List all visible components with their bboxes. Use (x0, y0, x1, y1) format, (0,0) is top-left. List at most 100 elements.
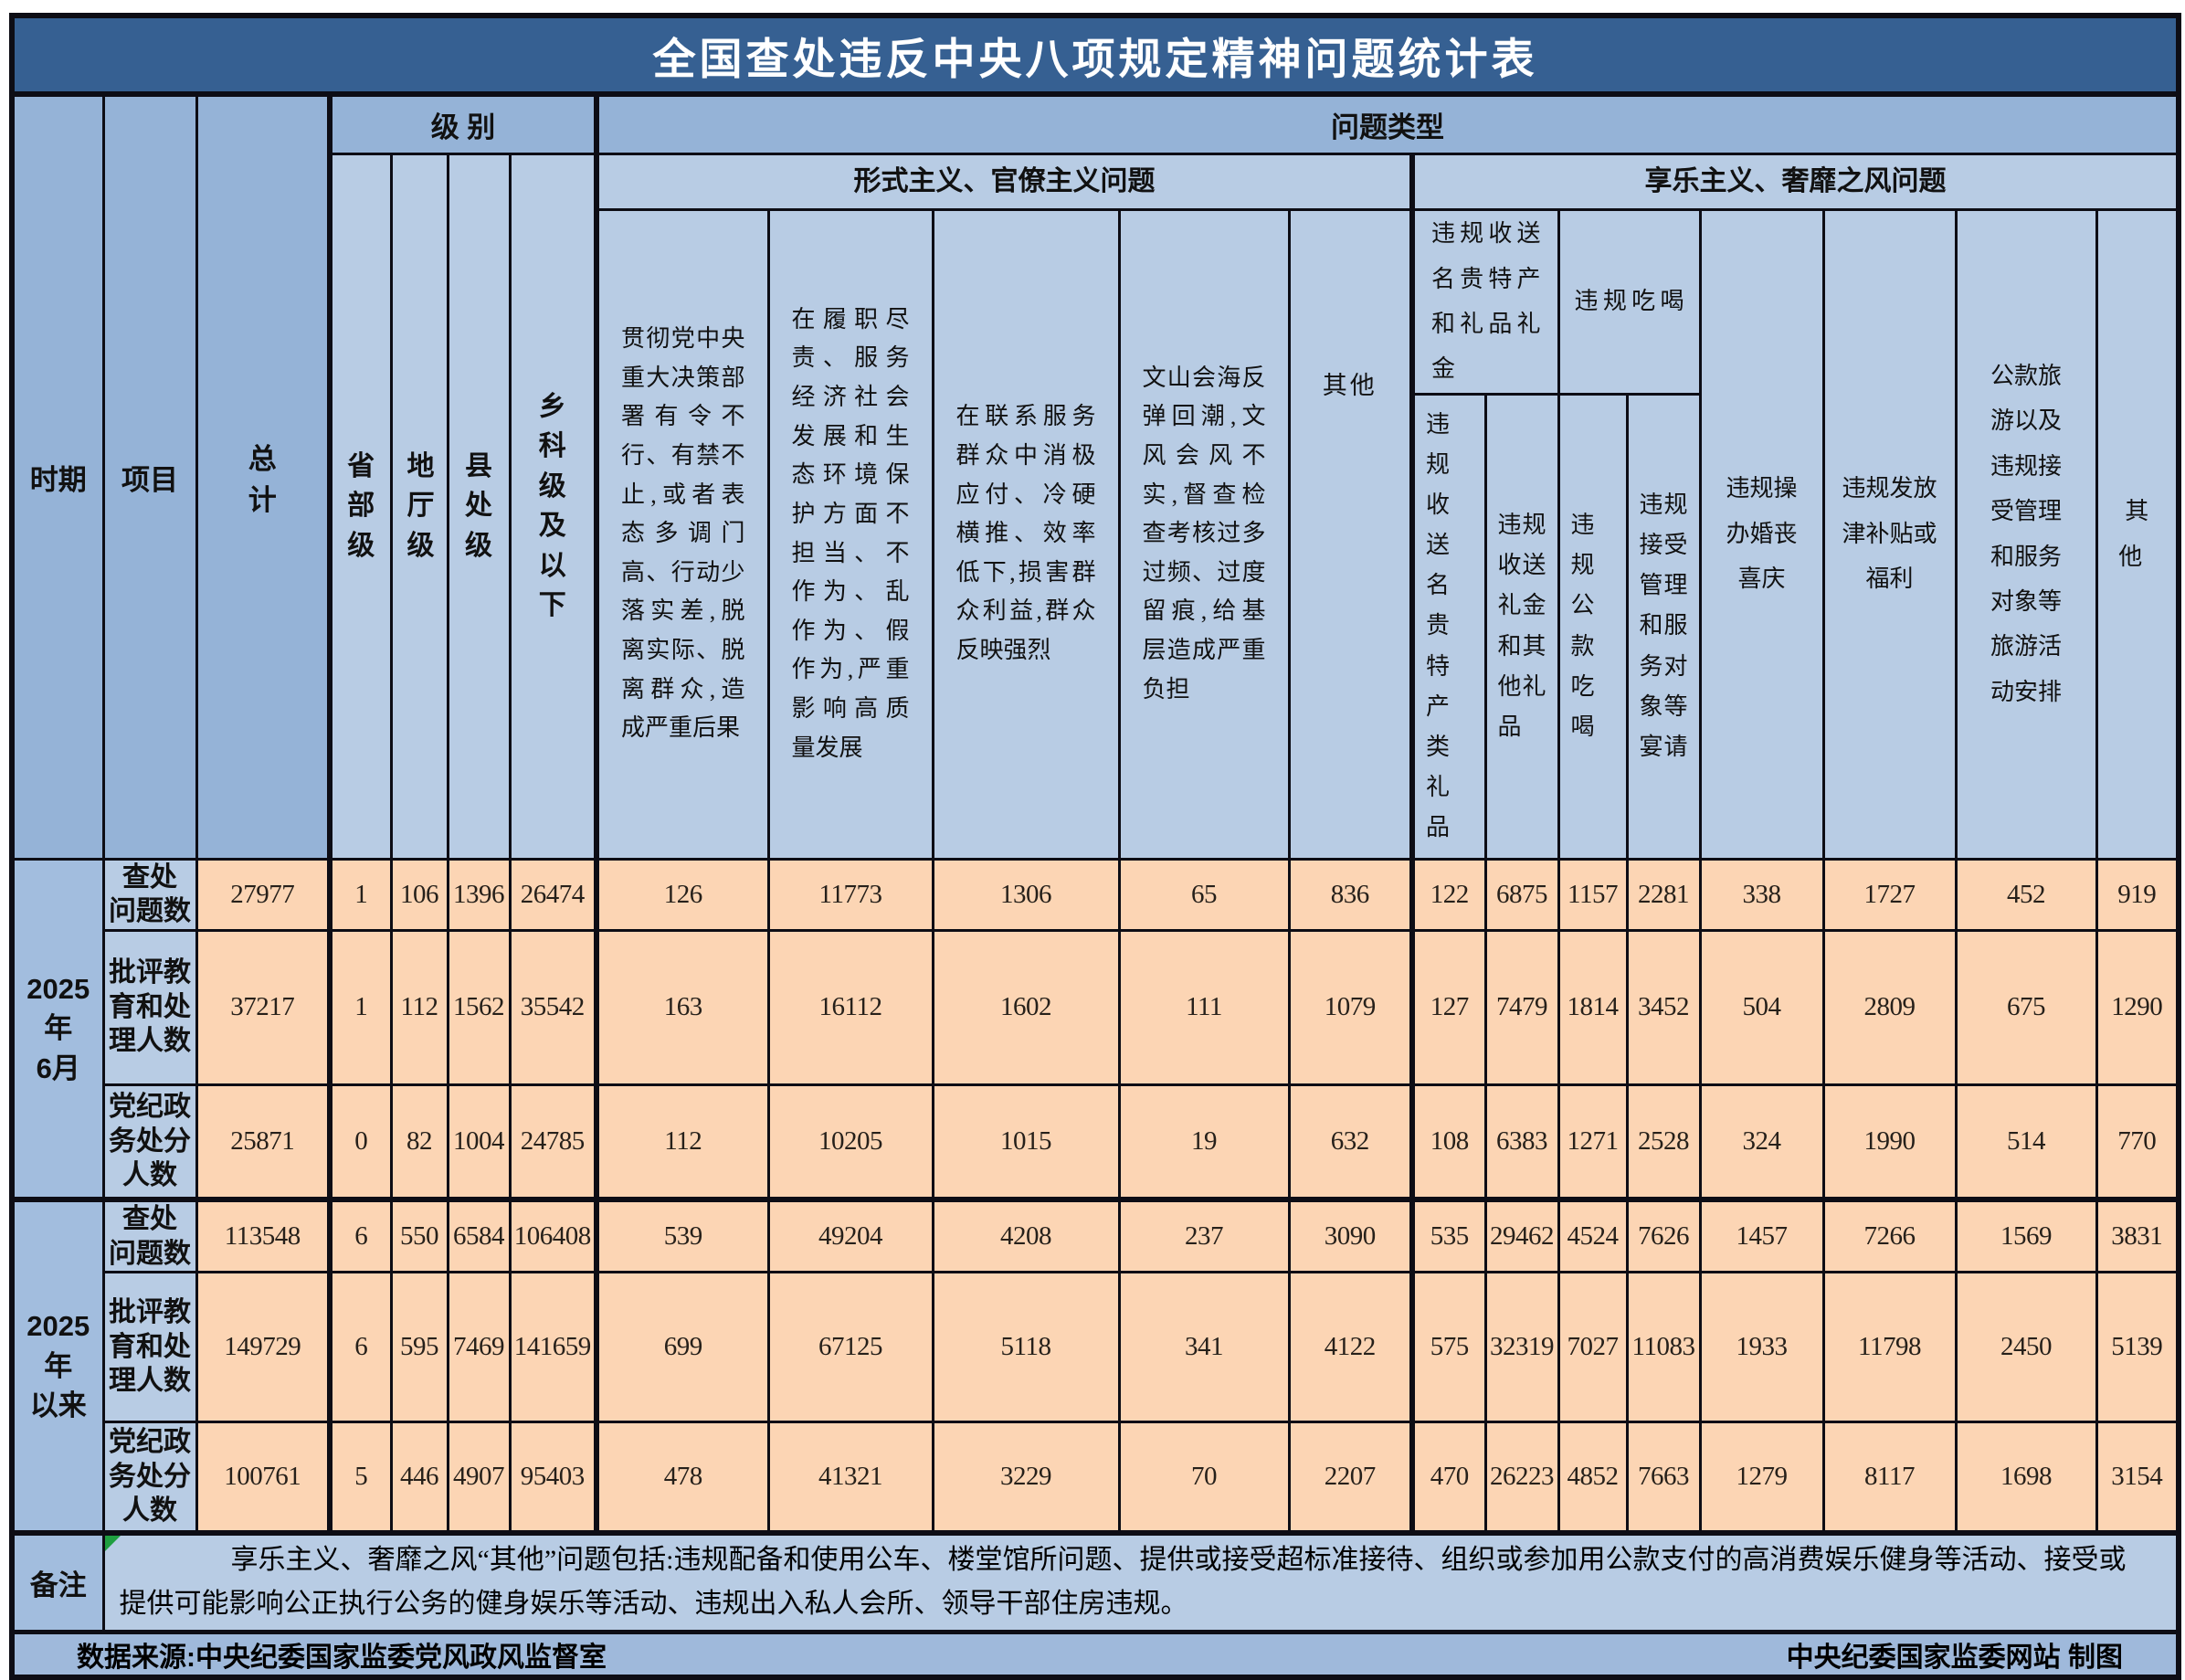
col-group-formalism: 形式主义、官僚主义问题 (594, 152, 1414, 211)
value-cell: 106 (389, 857, 449, 932)
col-group-problem-type: 问题类型 (594, 92, 2180, 155)
value-cell: 26474 (508, 857, 598, 932)
col-header-gifts-specialty: 违规收送名贵特产类礼品 (1409, 392, 1487, 861)
value-cell: 6584 (446, 1197, 512, 1274)
value-cell: 7479 (1483, 928, 1560, 1086)
value-cell: 770 (2095, 1083, 2180, 1201)
col-header-gifts-cash: 违规收送礼金和其他礼品 (1483, 392, 1560, 861)
value-cell: 122 (1409, 857, 1487, 932)
footer-row: 数据来源:中央纪委国家监委党风政风监督室 中央纪委国家监委网站 制图 (10, 1630, 2180, 1679)
value-cell: 919 (2095, 857, 2180, 932)
value-cell: 49204 (766, 1197, 934, 1274)
table-row: 党纪政 务处分 人数 100761 5 446 4907 95403 478 4… (12, 1421, 2180, 1535)
note-row: 备注 享乐主义、奢靡之风“其他”问题包括:违规配备和使用公车、楼堂馆所问题、提供… (10, 1529, 2180, 1634)
col-header-wedding-funeral: 违规操办婚丧喜庆 (1698, 207, 1825, 861)
value-cell: 4208 (931, 1197, 1121, 1274)
value-cell: 2450 (1954, 1271, 2098, 1424)
col-group-hedonism: 享乐主义、奢靡之风问题 (1409, 152, 2180, 211)
col-header-period: 时期 (10, 92, 105, 861)
value-cell: 4524 (1557, 1197, 1629, 1274)
value-cell: 595 (389, 1271, 449, 1424)
row-item-label: 查处 问题数 (101, 1197, 198, 1274)
value-cell: 0 (327, 1083, 393, 1201)
value-cell: 1306 (931, 857, 1121, 932)
note-cell: 享乐主义、奢靡之风“其他”问题包括:违规配备和使用公车、楼堂馆所问题、提供或接受… (101, 1529, 2180, 1634)
row-item-label: 批评教 育和处 理人数 (101, 928, 198, 1086)
value-cell: 7663 (1625, 1421, 1702, 1535)
value-cell: 6 (327, 1197, 393, 1274)
col-header-public-travel: 公款旅游以及违规接受管理和服务对象等旅游活动安排 (1954, 207, 2098, 861)
value-cell: 539 (594, 1197, 770, 1274)
value-cell: 41321 (766, 1421, 934, 1535)
value-cell: 111 (1117, 928, 1291, 1086)
table-row: 批评教 育和处 理人数 149729 6 595 7469 141659 699… (12, 1271, 2180, 1424)
col-header-dining-public-funds: 违规公款吃喝 (1557, 392, 1629, 861)
value-cell: 1569 (1954, 1197, 2098, 1274)
value-cell: 1290 (2095, 928, 2180, 1086)
value-cell: 699 (594, 1271, 770, 1424)
value-cell: 65 (1117, 857, 1291, 932)
value-cell: 67125 (766, 1271, 934, 1424)
value-cell: 6 (327, 1271, 393, 1424)
value-cell: 106408 (508, 1197, 598, 1274)
value-cell: 1396 (446, 857, 512, 932)
value-cell: 4907 (446, 1421, 512, 1535)
value-cell: 10205 (766, 1083, 934, 1201)
page-title: 全国查处违反中央八项规定精神问题统计表 (10, 14, 2180, 97)
value-cell: 1602 (931, 928, 1121, 1086)
value-cell: 1814 (1557, 928, 1629, 1086)
note-text: 享乐主义、奢靡之风“其他”问题包括:违规配备和使用公车、楼堂馆所问题、提供或接受… (119, 1545, 2127, 1620)
row-item-label: 党纪政 务处分 人数 (101, 1083, 198, 1201)
col-header-formalism-3: 在联系服务群众中消极应付、冷硬横推、效率低下,损害群众利益,群众反映强烈 (931, 207, 1121, 861)
value-cell: 452 (1954, 857, 2098, 932)
row-item-label: 党纪政 务处分 人数 (101, 1421, 198, 1535)
value-cell: 100761 (195, 1421, 332, 1535)
value-cell: 478 (594, 1421, 770, 1535)
chart-credit: 中央纪委国家监委网站 制图 (1786, 1643, 2123, 1674)
value-cell: 550 (389, 1197, 449, 1274)
value-cell: 470 (1409, 1421, 1487, 1535)
value-cell: 112 (389, 928, 449, 1086)
value-cell: 514 (1954, 1083, 2098, 1201)
value-cell: 3831 (2095, 1197, 2180, 1274)
value-cell: 3229 (931, 1421, 1121, 1535)
value-cell: 2809 (1821, 928, 1958, 1086)
col-header-county-level: 县处级 (446, 152, 512, 861)
value-cell: 7266 (1821, 1197, 1958, 1274)
value-cell: 1004 (446, 1083, 512, 1201)
value-cell: 1079 (1287, 928, 1414, 1086)
excel-flag-indicator (106, 1537, 121, 1551)
value-cell: 37217 (195, 928, 332, 1086)
value-cell: 108 (1409, 1083, 1487, 1201)
statistics-table: 全国查处违反中央八项规定精神问题统计表 时期 项目 总 计 级 别 问题类型 省… (9, 13, 2181, 1680)
value-cell: 112 (594, 1083, 770, 1201)
value-cell: 4852 (1557, 1421, 1629, 1535)
value-cell: 2207 (1287, 1421, 1414, 1535)
value-cell: 3154 (2095, 1421, 2180, 1535)
col-header-formalism-2: 在履职尽责、服务经济社会发展和生态环境保护方面不担当、不作为、乱作为、假作为,严… (766, 207, 934, 861)
value-cell: 7469 (446, 1271, 512, 1424)
value-cell: 126 (594, 857, 770, 932)
col-header-prefecture-level: 地厅级 (389, 152, 449, 861)
value-cell: 25871 (195, 1083, 332, 1201)
value-cell: 5139 (2095, 1271, 2180, 1424)
value-cell: 237 (1117, 1197, 1291, 1274)
value-cell: 675 (1954, 928, 2098, 1086)
value-cell: 324 (1698, 1083, 1825, 1201)
value-cell: 1457 (1698, 1197, 1825, 1274)
value-cell: 163 (594, 928, 770, 1086)
value-cell: 24785 (508, 1083, 598, 1201)
value-cell: 11798 (1821, 1271, 1958, 1424)
value-cell: 2281 (1625, 857, 1702, 932)
col-header-total: 总 计 (195, 92, 332, 861)
value-cell: 575 (1409, 1271, 1487, 1424)
value-cell: 2528 (1625, 1083, 1702, 1201)
value-cell: 32319 (1483, 1271, 1560, 1424)
col-header-formalism-other: 其他 (1287, 207, 1414, 861)
value-cell: 11773 (766, 857, 934, 932)
value-cell: 1279 (1698, 1421, 1825, 1535)
row-period-2025-ytd: 2025年 以来 (10, 1197, 105, 1535)
col-group-gifts: 违规收送名贵特产和礼品礼金 (1409, 207, 1560, 396)
value-cell: 341 (1117, 1271, 1291, 1424)
value-cell: 127 (1409, 928, 1487, 1086)
